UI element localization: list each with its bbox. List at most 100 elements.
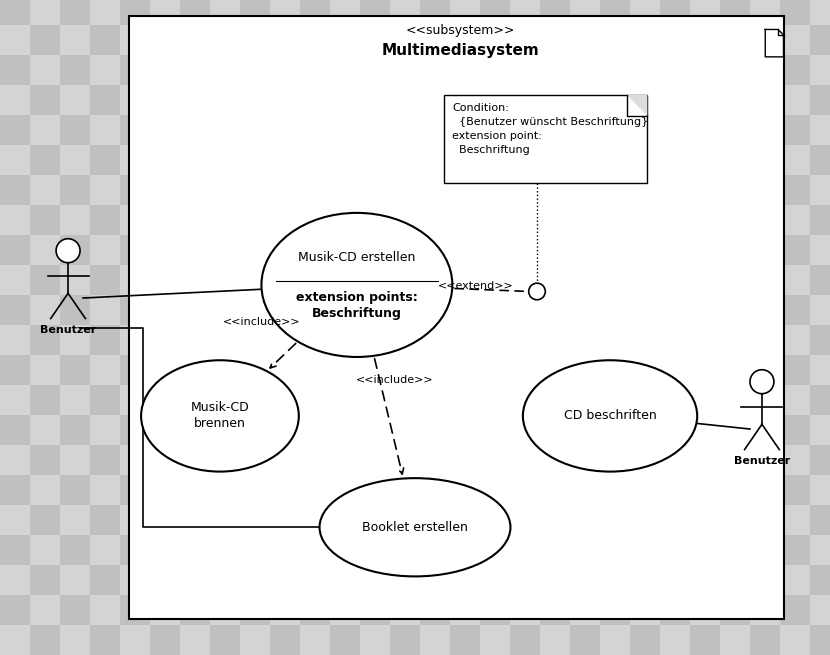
Bar bbox=[150, 205, 180, 235]
Bar bbox=[330, 505, 360, 535]
Bar bbox=[720, 235, 750, 265]
Bar bbox=[810, 145, 830, 175]
Bar bbox=[270, 25, 300, 55]
Bar bbox=[270, 535, 300, 565]
Bar bbox=[240, 25, 270, 55]
Bar bbox=[420, 385, 450, 415]
Bar bbox=[90, 235, 120, 265]
Bar bbox=[690, 145, 720, 175]
Bar bbox=[120, 565, 150, 595]
Polygon shape bbox=[627, 95, 647, 116]
Bar bbox=[90, 205, 120, 235]
Bar bbox=[390, 325, 420, 355]
Bar bbox=[600, 235, 630, 265]
Bar bbox=[660, 445, 690, 475]
Bar bbox=[390, 265, 420, 295]
Bar bbox=[360, 265, 390, 295]
Bar bbox=[600, 175, 630, 205]
Bar bbox=[30, 475, 60, 505]
Bar bbox=[180, 445, 210, 475]
Bar bbox=[450, 25, 480, 55]
Bar bbox=[720, 475, 750, 505]
Bar bbox=[600, 415, 630, 445]
Bar bbox=[600, 85, 630, 115]
Bar bbox=[600, 55, 630, 85]
Bar bbox=[630, 595, 660, 625]
Bar bbox=[540, 205, 570, 235]
Bar bbox=[780, 0, 810, 25]
Bar bbox=[90, 415, 120, 445]
Bar bbox=[210, 205, 240, 235]
Bar bbox=[120, 355, 150, 385]
Bar bbox=[810, 475, 830, 505]
Bar bbox=[600, 385, 630, 415]
Bar bbox=[270, 565, 300, 595]
Bar bbox=[360, 145, 390, 175]
Bar bbox=[540, 415, 570, 445]
Bar bbox=[480, 145, 510, 175]
Bar bbox=[690, 175, 720, 205]
Bar bbox=[180, 205, 210, 235]
Bar bbox=[360, 55, 390, 85]
Bar bbox=[360, 115, 390, 145]
Bar bbox=[0, 565, 30, 595]
Bar bbox=[60, 115, 90, 145]
Bar bbox=[660, 565, 690, 595]
Bar bbox=[0, 235, 30, 265]
Bar bbox=[150, 55, 180, 85]
Bar bbox=[390, 475, 420, 505]
Bar bbox=[630, 25, 660, 55]
Bar bbox=[0, 535, 30, 565]
Bar bbox=[810, 445, 830, 475]
Bar bbox=[120, 55, 150, 85]
Bar bbox=[120, 445, 150, 475]
Bar bbox=[570, 145, 600, 175]
Bar bbox=[510, 235, 540, 265]
Bar bbox=[780, 145, 810, 175]
Bar bbox=[120, 175, 150, 205]
Bar bbox=[180, 175, 210, 205]
Bar bbox=[120, 415, 150, 445]
Bar bbox=[510, 295, 540, 325]
Bar bbox=[570, 85, 600, 115]
Bar bbox=[780, 55, 810, 85]
Bar bbox=[750, 0, 780, 25]
Bar bbox=[570, 535, 600, 565]
Bar bbox=[0, 445, 30, 475]
Bar bbox=[480, 565, 510, 595]
Bar bbox=[300, 0, 330, 25]
Bar bbox=[210, 415, 240, 445]
Bar bbox=[570, 55, 600, 85]
Bar bbox=[270, 175, 300, 205]
Bar bbox=[360, 235, 390, 265]
Bar bbox=[660, 115, 690, 145]
Bar bbox=[780, 325, 810, 355]
Bar bbox=[810, 25, 830, 55]
Bar bbox=[330, 145, 360, 175]
Bar bbox=[30, 115, 60, 145]
Bar bbox=[210, 505, 240, 535]
Ellipse shape bbox=[320, 478, 510, 576]
Bar bbox=[150, 235, 180, 265]
Bar bbox=[510, 145, 540, 175]
Bar bbox=[750, 325, 780, 355]
Bar bbox=[480, 0, 510, 25]
Bar bbox=[540, 235, 570, 265]
Bar bbox=[420, 295, 450, 325]
Bar bbox=[810, 295, 830, 325]
Bar bbox=[300, 235, 330, 265]
Bar bbox=[390, 295, 420, 325]
Bar bbox=[150, 625, 180, 655]
Bar bbox=[750, 415, 780, 445]
Bar bbox=[630, 265, 660, 295]
Text: <<subsystem>>: <<subsystem>> bbox=[406, 24, 515, 37]
Bar bbox=[444, 95, 647, 183]
Bar bbox=[540, 175, 570, 205]
Bar bbox=[660, 85, 690, 115]
Bar bbox=[240, 415, 270, 445]
Bar bbox=[540, 295, 570, 325]
Bar bbox=[360, 445, 390, 475]
Bar bbox=[420, 445, 450, 475]
Bar bbox=[150, 325, 180, 355]
Bar bbox=[510, 55, 540, 85]
